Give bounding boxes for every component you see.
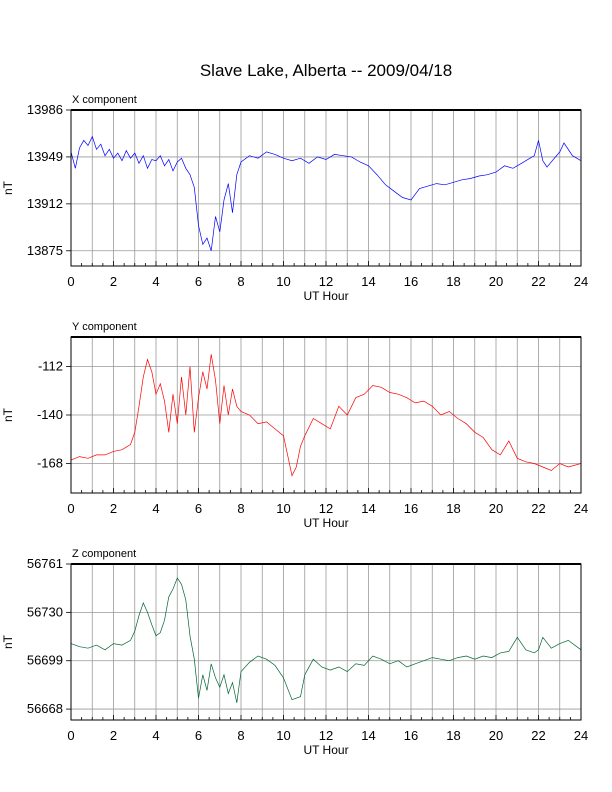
x-tick-label: 4 xyxy=(152,501,159,516)
panel-label: Y component xyxy=(72,321,137,333)
x-tick-label: 10 xyxy=(276,274,290,289)
x-tick-label: 8 xyxy=(237,728,244,743)
panel-label: X component xyxy=(72,94,137,106)
x-tick-label: 10 xyxy=(276,728,290,743)
panel-label: Z component xyxy=(72,548,136,560)
x-tick-label: 16 xyxy=(404,274,418,289)
x-tick-label: 12 xyxy=(319,274,333,289)
x-tick-label: 6 xyxy=(195,501,202,516)
x-tick-label: 8 xyxy=(237,274,244,289)
y-tick-label: 13949 xyxy=(27,149,63,164)
y-tick-label: 56668 xyxy=(27,701,63,716)
x-tick-label: 4 xyxy=(152,274,159,289)
x-tick-label: 16 xyxy=(404,728,418,743)
series-line-1 xyxy=(70,135,582,251)
x-tick-label: 24 xyxy=(574,728,588,743)
y-tick-label: -140 xyxy=(37,407,63,422)
x-axis-title: UT Hour xyxy=(303,516,348,530)
x-tick-label: 24 xyxy=(574,274,588,289)
x-axis-title: UT Hour xyxy=(303,289,348,303)
series-line-2 xyxy=(70,354,582,477)
x-tick-label: 0 xyxy=(67,274,74,289)
x-tick-label: 14 xyxy=(361,274,375,289)
x-tick-label: 6 xyxy=(195,274,202,289)
x-tick-label: 10 xyxy=(276,501,290,516)
x-tick-label: 0 xyxy=(67,728,74,743)
x-tick-label: 6 xyxy=(195,728,202,743)
x-tick-label: 14 xyxy=(361,728,375,743)
x-tick-label: 20 xyxy=(489,274,503,289)
x-tick-label: 20 xyxy=(489,728,503,743)
y-axis-title: nT xyxy=(1,407,15,422)
x-axis-title: UT Hour xyxy=(303,743,348,757)
y-axis-title: nT xyxy=(1,634,15,649)
chart-title: Slave Lake, Alberta -- 2009/04/18 xyxy=(200,61,452,80)
x-tick-label: 18 xyxy=(446,501,460,516)
x-tick-label: 22 xyxy=(531,274,545,289)
x-tick-label: 20 xyxy=(489,501,503,516)
y-tick-label: 13875 xyxy=(27,243,63,258)
x-tick-label: 18 xyxy=(446,728,460,743)
x-tick-label: 0 xyxy=(67,501,74,516)
y-tick-label: 56730 xyxy=(27,604,63,619)
x-tick-label: 14 xyxy=(361,501,375,516)
x-tick-label: 22 xyxy=(531,501,545,516)
x-tick-label: 2 xyxy=(110,501,117,516)
y-tick-label: 56761 xyxy=(27,556,63,571)
y-tick-label: 56699 xyxy=(27,653,63,668)
series-line-3 xyxy=(70,577,582,703)
x-tick-label: 2 xyxy=(110,274,117,289)
x-tick-label: 2 xyxy=(110,728,117,743)
x-tick-label: 16 xyxy=(404,501,418,516)
x-tick-label: 12 xyxy=(319,501,333,516)
x-tick-label: 12 xyxy=(319,728,333,743)
y-tick-label: 13912 xyxy=(27,196,63,211)
x-tick-label: 24 xyxy=(574,501,588,516)
x-tick-label: 4 xyxy=(152,728,159,743)
x-tick-label: 18 xyxy=(446,274,460,289)
x-tick-label: 22 xyxy=(531,728,545,743)
y-axis-title: nT xyxy=(1,180,15,195)
x-tick-label: 8 xyxy=(237,501,244,516)
y-tick-label: -112 xyxy=(38,358,63,373)
y-tick-label: 13986 xyxy=(27,102,63,117)
y-tick-label: -168 xyxy=(37,456,63,471)
